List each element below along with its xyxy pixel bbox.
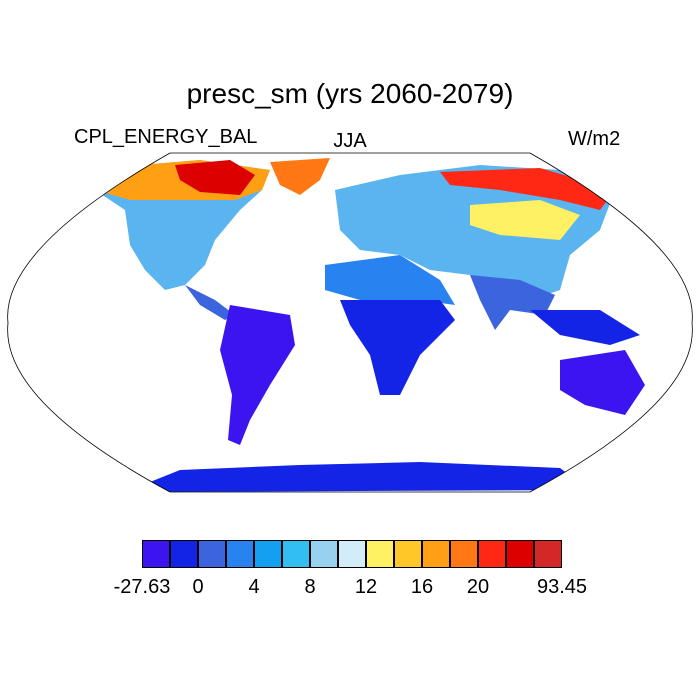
colorbar-swatch [422,540,450,568]
australia-region [560,350,645,415]
colorbar-swatch [226,540,254,568]
colorbar-swatch [366,540,394,568]
colorbar-swatch [394,540,422,568]
central-america-region [185,285,235,320]
colorbar-swatch [142,540,170,568]
colorbar-tick-label: 12 [354,576,378,598]
colorbar-tick-label: 20 [466,576,490,598]
colorbar-swatch [282,540,310,568]
greenland-region [270,158,330,195]
units-label: W/m2 [568,128,621,150]
colorbar-swatch [198,540,226,568]
globe-outline [7,152,693,493]
africa-north [325,255,455,305]
antarctica-region [130,462,590,492]
colorbar-tick-label: 16 [410,576,434,598]
colorbar-tick-label: 0 [192,576,204,598]
colorbar-tick-label: 8 [304,576,316,598]
eurasia-region [335,165,615,300]
colorbar-swatch [450,540,478,568]
arctic-canada [175,160,255,195]
colorbar-swatch [254,540,282,568]
colorbar-swatch [338,540,366,568]
colorbar-swatch [506,540,534,568]
colorbar-tick-label: 93.45 [536,576,588,598]
colorbar-swatch [310,540,338,568]
south-asia-region [470,275,555,330]
colorbar-swatch [478,540,506,568]
colorbar-swatch [534,540,562,568]
experiment-label: CPL_ENERGY_BAL [74,126,258,148]
central-asia-warm [470,200,580,240]
colorbar-tick-label: -27.63 [113,576,171,598]
south-america-region [220,305,295,445]
siberia-hotspot [440,168,615,210]
africa-south [340,300,455,395]
map-title: presc_sm (yrs 2060-2079) [186,78,514,109]
colorbar-swatch [170,540,198,568]
season-label: JJA [333,130,367,152]
colorbar-tick-label: 4 [248,576,260,598]
maritime-asia-region [530,310,640,345]
